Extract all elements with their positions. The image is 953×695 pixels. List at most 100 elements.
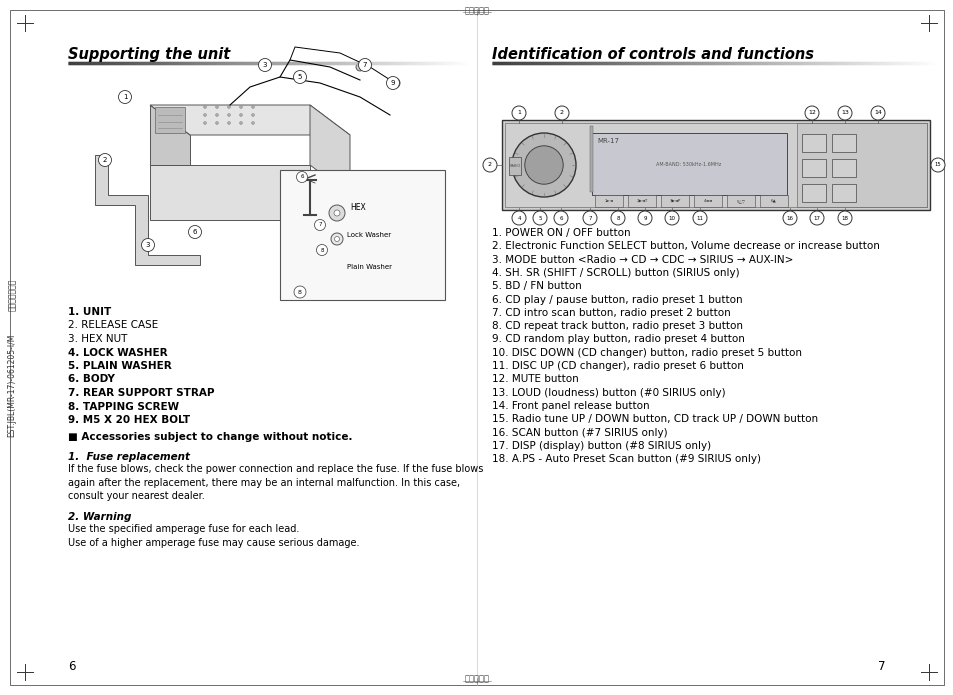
Circle shape [512, 106, 525, 120]
Polygon shape [95, 155, 200, 265]
Text: 5. PLAIN WASHER: 5. PLAIN WASHER [68, 361, 172, 371]
Text: AM-BAND: 530kHz-1.6MHz: AM-BAND: 530kHz-1.6MHz [656, 161, 720, 167]
Bar [660, 195, 688, 207]
Text: ■ Accessories subject to change without notice.: ■ Accessories subject to change without … [68, 432, 352, 441]
Circle shape [555, 106, 568, 120]
Circle shape [239, 122, 242, 124]
Text: 7: 7 [362, 62, 367, 68]
Bar [831, 184, 855, 202]
Bar [796, 123, 926, 207]
Text: 11. DISC UP (CD changer), radio preset 6 button: 11. DISC UP (CD changer), radio preset 6… [492, 361, 743, 371]
Text: MR-17: MR-17 [597, 138, 618, 144]
Text: 8. TAPPING SCREW: 8. TAPPING SCREW [68, 402, 179, 411]
Circle shape [390, 78, 399, 88]
Text: 13: 13 [841, 111, 848, 115]
Text: 8: 8 [616, 215, 619, 220]
Circle shape [252, 122, 254, 124]
Circle shape [294, 286, 306, 298]
Text: 3: 3 [146, 242, 150, 248]
Circle shape [335, 236, 339, 241]
Circle shape [930, 158, 944, 172]
Text: 1. POWER ON / OFF button: 1. POWER ON / OFF button [492, 228, 630, 238]
Text: Supporting the unit: Supporting the unit [68, 47, 230, 62]
Text: 1. UNIT: 1. UNIT [68, 307, 112, 317]
Text: 2. RELEASE CASE: 2. RELEASE CASE [68, 320, 158, 331]
Text: 13. LOUD (loudness) button (#0 SIRIUS only): 13. LOUD (loudness) button (#0 SIRIUS on… [492, 388, 725, 398]
Circle shape [804, 106, 818, 120]
Circle shape [98, 154, 112, 167]
Bar [726, 195, 754, 207]
Bar [501, 120, 929, 210]
Bar [627, 195, 656, 207]
Bar [592, 133, 786, 195]
Text: 4. SH. SR (SHIFT / SCROLL) button (SIRIUS only): 4. SH. SR (SHIFT / SCROLL) button (SIRIU… [492, 268, 739, 278]
Circle shape [252, 106, 254, 108]
Circle shape [610, 211, 624, 225]
Circle shape [482, 158, 497, 172]
Text: 7. CD intro scan button, radio preset 2 button: 7. CD intro scan button, radio preset 2 … [492, 308, 730, 318]
Text: Identification of controls and functions: Identification of controls and functions [492, 47, 813, 62]
Text: HEX: HEX [350, 204, 365, 213]
Text: 2. Warning: 2. Warning [68, 512, 132, 521]
Text: 5: 5 [297, 74, 302, 80]
Text: 6: 6 [558, 215, 562, 220]
Text: 1.  Fuse replacement: 1. Fuse replacement [68, 452, 190, 461]
Text: 7. REAR SUPPORT STRAP: 7. REAR SUPPORT STRAP [68, 388, 214, 398]
Bar [801, 134, 825, 152]
Text: 9: 9 [391, 80, 395, 86]
Text: 17. DISP (display) button (#8 SIRIUS only): 17. DISP (display) button (#8 SIRIUS onl… [492, 441, 710, 451]
Circle shape [215, 122, 218, 124]
Text: 8. CD repeat track button, radio preset 3 button: 8. CD repeat track button, radio preset … [492, 321, 742, 331]
Text: 12: 12 [807, 111, 815, 115]
Circle shape [215, 106, 218, 108]
Bar [509, 157, 520, 175]
Circle shape [837, 106, 851, 120]
Text: 10. DISC DOWN (CD changer) button, radio preset 5 button: 10. DISC DOWN (CD changer) button, radio… [492, 348, 801, 358]
Circle shape [358, 58, 371, 72]
Circle shape [314, 220, 325, 231]
Text: 5: 5 [537, 215, 541, 220]
Text: 1: 1 [517, 111, 520, 115]
Text: 3▶◄P: 3▶◄P [669, 199, 680, 203]
Text: RADIO: RADIO [509, 164, 520, 168]
Circle shape [215, 113, 218, 117]
Circle shape [239, 106, 242, 108]
Text: 2: 2 [488, 163, 492, 167]
Text: 12. MUTE button: 12. MUTE button [492, 375, 578, 384]
Bar [801, 159, 825, 177]
Text: 9. CD random play button, radio preset 4 button: 9. CD random play button, radio preset 4… [492, 334, 744, 345]
Text: 9: 9 [642, 215, 646, 220]
Circle shape [386, 76, 399, 90]
Text: 7: 7 [878, 660, 885, 673]
Circle shape [355, 63, 364, 71]
Text: 1►◄: 1►◄ [604, 199, 613, 203]
Bar [280, 170, 444, 300]
Text: 2: 2 [103, 157, 107, 163]
Text: 14. Front panel release button: 14. Front panel release button [492, 401, 649, 411]
Circle shape [252, 113, 254, 117]
Text: If the fuse blows, check the power connection and replace the fuse. If the fuse : If the fuse blows, check the power conne… [68, 464, 483, 501]
Text: 非林管理编号：: 非林管理编号： [8, 279, 16, 311]
Circle shape [837, 211, 851, 225]
Circle shape [329, 205, 345, 221]
Text: 18. A.PS - Auto Preset Scan button (#9 SIRIUS only): 18. A.PS - Auto Preset Scan button (#9 S… [492, 454, 760, 464]
Circle shape [258, 58, 272, 72]
Circle shape [809, 211, 823, 225]
Text: 6▲: 6▲ [770, 199, 776, 203]
Text: 4. LOCK WASHER: 4. LOCK WASHER [68, 348, 168, 357]
Circle shape [512, 133, 576, 197]
Circle shape [239, 113, 242, 117]
Text: 16: 16 [785, 215, 793, 220]
Text: 3. MODE button <Radio → CD → CDC → SIRIUS → AUX-IN>: 3. MODE button <Radio → CD → CDC → SIRIU… [492, 254, 793, 265]
Text: 6. BODY: 6. BODY [68, 375, 114, 384]
Circle shape [664, 211, 679, 225]
Text: Lock Washer: Lock Washer [347, 232, 391, 238]
Text: Use the specified amperage fuse for each lead.
Use of a higher amperage fuse may: Use the specified amperage fuse for each… [68, 525, 359, 548]
Circle shape [296, 172, 307, 183]
Circle shape [638, 211, 651, 225]
Text: 6. CD play / pause button, radio preset 1 button: 6. CD play / pause button, radio preset … [492, 295, 741, 304]
Bar [595, 195, 622, 207]
Circle shape [203, 106, 206, 108]
Circle shape [334, 210, 339, 216]
Text: 5△▽: 5△▽ [736, 199, 744, 203]
